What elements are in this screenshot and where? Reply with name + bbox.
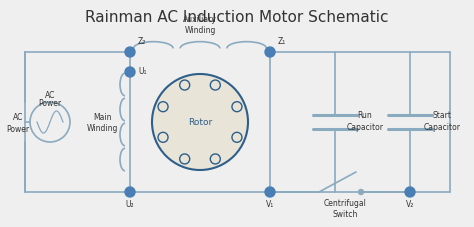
- Circle shape: [125, 187, 135, 197]
- Circle shape: [358, 190, 364, 195]
- Text: Run: Run: [357, 111, 373, 119]
- Circle shape: [152, 75, 248, 170]
- Text: Auxiliary
Winding: Auxiliary Winding: [183, 15, 217, 35]
- Text: U₁: U₁: [139, 67, 147, 76]
- Text: U₂: U₂: [126, 200, 134, 209]
- Text: AC: AC: [45, 90, 55, 99]
- Circle shape: [265, 187, 275, 197]
- Text: Z₂: Z₂: [138, 37, 146, 46]
- Text: Power: Power: [38, 99, 62, 108]
- Text: Capacitor: Capacitor: [423, 122, 461, 131]
- Text: Start: Start: [432, 111, 452, 119]
- Text: Rainman AC Induction Motor Schematic: Rainman AC Induction Motor Schematic: [85, 10, 389, 25]
- Circle shape: [265, 48, 275, 58]
- Circle shape: [125, 48, 135, 58]
- Text: Rotor: Rotor: [188, 118, 212, 127]
- Text: Capacitor: Capacitor: [346, 122, 383, 131]
- Text: Z₁: Z₁: [278, 37, 286, 46]
- Text: Centrifugal
Switch: Centrifugal Switch: [324, 198, 366, 218]
- Text: V₂: V₂: [406, 200, 414, 209]
- Text: V₁: V₁: [266, 200, 274, 209]
- Text: Main
Winding: Main Winding: [86, 113, 118, 132]
- Circle shape: [405, 187, 415, 197]
- Text: AC: AC: [13, 113, 23, 122]
- Circle shape: [125, 68, 135, 78]
- Text: Power: Power: [7, 125, 29, 134]
